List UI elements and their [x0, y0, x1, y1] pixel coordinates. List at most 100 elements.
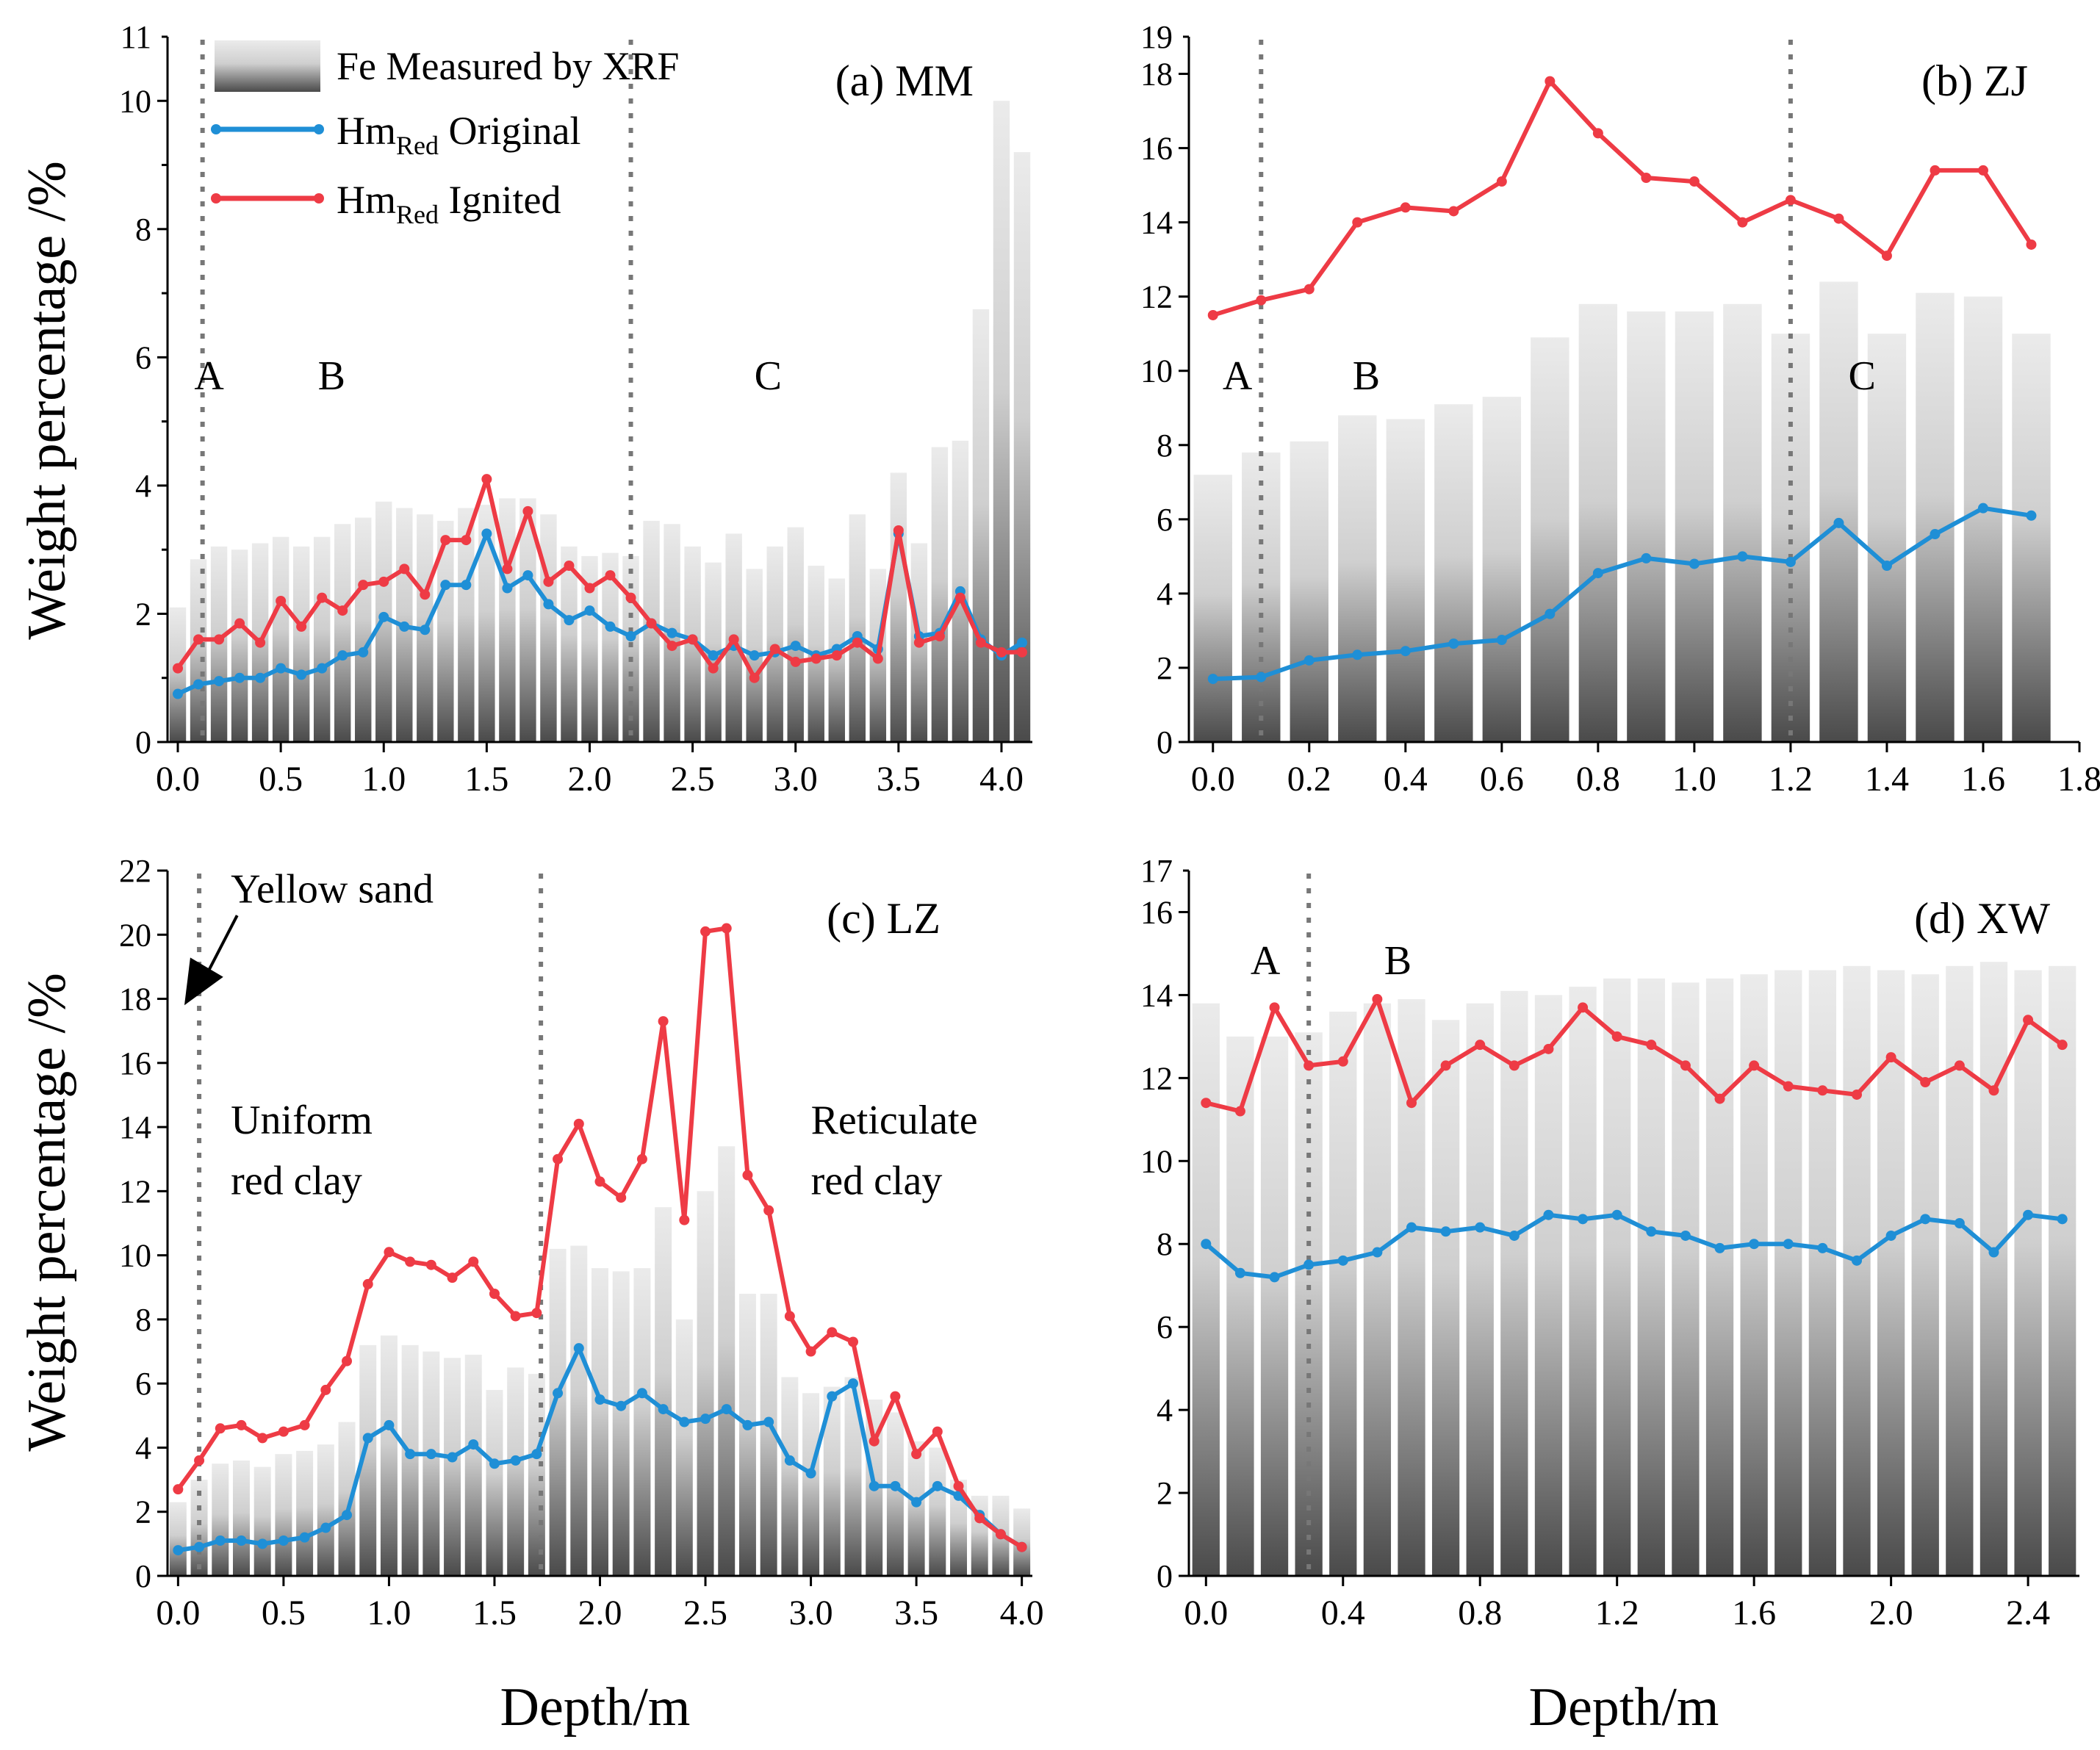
chart-d-fe-bar [1431, 1020, 1460, 1576]
chart-c-fe-bar [633, 1268, 651, 1576]
chart-c-ignited-point [320, 1384, 331, 1395]
chart-d-fe-bar [1705, 978, 1734, 1576]
chart-c-original-point [405, 1449, 416, 1460]
chart-d-original-series-line [1204, 1212, 2063, 1280]
chart-c-original-point [447, 1452, 458, 1463]
chart-c-fe-bar [549, 1248, 567, 1576]
chart-d-ignited-point [1783, 1081, 1794, 1092]
chart-b-ignited-point [1352, 217, 1363, 228]
chart-c-zone-label: Uniform [231, 1098, 373, 1143]
chart-c-fe-bar [823, 1386, 841, 1576]
chart-c-ignited-point [869, 1436, 880, 1447]
chart-a-fe-bar [787, 527, 804, 742]
chart-b-y-tick-label: 14 [1140, 205, 1173, 241]
chart-d-fe-bar [1569, 987, 1597, 1576]
chart-c-ignited-point [531, 1308, 542, 1319]
chart-d-original-point [1954, 1218, 1965, 1228]
chart-c-ignited-point [658, 1016, 669, 1027]
chart-c-fe-bar [275, 1454, 292, 1576]
chart-d-zone-label: B [1384, 938, 1412, 984]
chart-a-x-tick-label: 2.0 [567, 760, 611, 799]
chart-a-x-tick-label: 1.0 [362, 760, 406, 799]
chart-b-x-tick-label: 1.8 [2057, 760, 2100, 799]
chart-a-original-point [564, 615, 575, 626]
chart-a-ignited-point [625, 592, 636, 603]
chart-c-ignited-point [489, 1289, 500, 1299]
chart-a-original-point [440, 580, 451, 591]
chart-d-ignited-point [1714, 1093, 1725, 1104]
chart-c-original-point [784, 1455, 795, 1466]
chart-d-ignited-point [1303, 1060, 1315, 1071]
chart-b-zone-label: B [1353, 353, 1380, 399]
chart-b-fe-bar [1578, 303, 1618, 743]
chart-b-fe-bar [1193, 475, 1232, 742]
chart-a-zone-label: B [318, 353, 345, 399]
chart-b-fe-bar [1290, 441, 1328, 742]
chart-c-original-point [531, 1449, 542, 1460]
chart-a-ignited-point [810, 653, 821, 664]
chart-a-ignited-point [378, 576, 389, 587]
chart-a-original-point [605, 621, 616, 632]
chart-d-original-point [1852, 1255, 1862, 1266]
chart-b-zone-label: A [1223, 353, 1253, 399]
chart-c-original-point [194, 1541, 205, 1552]
chart-a-x-tick-label: 4.0 [979, 760, 1024, 799]
chart-c-y-tick-label: 10 [119, 1238, 151, 1274]
chart-b-y-tick-label: 19 [1140, 19, 1173, 55]
chart-b-fe-bar [1386, 419, 1425, 742]
chart-d-y-tick-label: 2 [1157, 1475, 1173, 1511]
chart-b-fe-bar [1531, 337, 1569, 742]
chart-b-original-point [1400, 646, 1411, 657]
chart-a-fe-bar [561, 546, 578, 742]
chart-c-y-tick-label: 12 [119, 1173, 151, 1209]
chart-a-original-point [502, 583, 513, 594]
legend-fe-swatch [215, 40, 320, 92]
chart-c-original-point [173, 1545, 184, 1556]
chart-a-ignited-point [975, 637, 986, 648]
chart-b-ignited-point [1592, 128, 1603, 139]
chart-b-x-tick-label: 0.2 [1287, 760, 1331, 799]
chart-d-y-tick-label: 8 [1157, 1226, 1173, 1262]
chart-c-x-tick-label: 3.5 [894, 1594, 938, 1632]
chart-b-original-point [1737, 551, 1748, 562]
chart-b-fe-bar [1963, 296, 2003, 742]
chart-b-original-point [1352, 649, 1363, 660]
chart-a-fe-bar [1013, 152, 1031, 742]
chart-d-x-tick-label: 2.4 [2006, 1594, 2050, 1632]
chart-d-original-point [1269, 1272, 1280, 1283]
chart-a-ignited-point [420, 589, 431, 600]
chart-d-original-point [1885, 1230, 1896, 1241]
chart-c-ignited-point [721, 923, 732, 934]
chart-b-x-tick-label: 0.8 [1576, 760, 1620, 799]
chart-c-fe-bar [929, 1447, 946, 1576]
chart-c-fe-bar [886, 1412, 904, 1576]
chart-c-fe-bar [507, 1367, 525, 1576]
chart-a-original-point [173, 688, 184, 699]
chart-d-original-point [2057, 1214, 2068, 1225]
chart-c-ignited-point [447, 1272, 458, 1283]
chart-b-ignited-point [1496, 176, 1507, 187]
chart-a-ignited-point [358, 580, 369, 591]
chart-b-title: (b) ZJ [1921, 57, 2028, 105]
chart-c-original-point [763, 1416, 774, 1427]
chart-a-fe-bar [540, 514, 557, 742]
chart-d-x-tick-label: 2.0 [1869, 1594, 1913, 1632]
chart-c-x-tick-label: 0.0 [156, 1594, 200, 1632]
chart-b-ignited-point [2026, 239, 2037, 250]
chart-b-ignited-point [1737, 217, 1748, 228]
chart-c-original-point [278, 1535, 289, 1546]
chart-c-original-point [342, 1510, 353, 1521]
chart-a-fe-bar [231, 550, 248, 742]
chart-c-x-tick-label: 3.0 [789, 1594, 833, 1632]
chart-a-ignited-point [831, 650, 842, 661]
chart-c-ignited-point [995, 1529, 1006, 1540]
chart-a-original-point [584, 605, 595, 616]
chart-c-zone-label: red clay [811, 1159, 943, 1204]
chart-a-ignited-point [584, 583, 595, 594]
chart-b-ignited-point [1930, 165, 1941, 176]
chart-c-original-point [236, 1535, 247, 1546]
chart-d-y-tick-label: 10 [1140, 1143, 1173, 1179]
chart-a-ignited-point [666, 641, 677, 652]
chart-c-fe-bar [253, 1466, 271, 1576]
chart-d-fe-bar [2014, 970, 2042, 1576]
